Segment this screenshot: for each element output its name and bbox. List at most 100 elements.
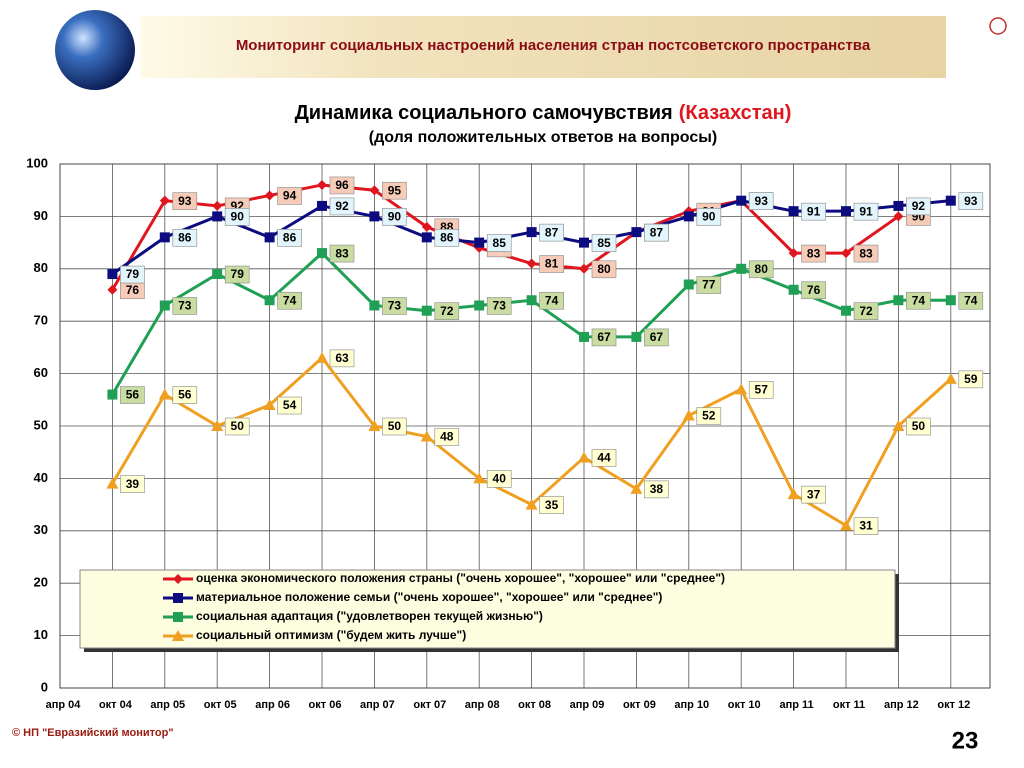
data-label: 74	[283, 293, 297, 307]
data-label: 86	[283, 231, 297, 245]
data-label-box	[906, 417, 931, 436]
data-label: 40	[493, 472, 507, 486]
data-label-box	[801, 281, 826, 300]
marker	[631, 331, 642, 342]
marker	[212, 211, 223, 222]
marker	[788, 206, 799, 217]
marker	[263, 399, 276, 411]
data-label: 74	[545, 293, 559, 307]
marker	[173, 593, 183, 603]
legend	[79, 569, 896, 649]
marker	[893, 211, 904, 222]
page-number: 23	[952, 727, 979, 754]
marker	[526, 227, 537, 238]
x-tick-label: апр 10	[674, 699, 709, 711]
marker	[368, 420, 381, 431]
x-tick-label: окт 06	[309, 699, 342, 711]
data-label-box	[644, 223, 669, 242]
data-label: 92	[912, 199, 926, 213]
data-label-box	[853, 202, 879, 221]
data-label-box	[172, 229, 198, 247]
data-label: 77	[702, 278, 716, 292]
data-label-box	[172, 192, 198, 210]
data-label-box	[434, 302, 460, 321]
marker	[630, 482, 643, 494]
data-label: 54	[283, 398, 297, 412]
data-label: 56	[126, 388, 140, 402]
x-tick-label: апр 09	[570, 699, 605, 711]
marker	[420, 430, 433, 442]
data-label: 59	[964, 372, 978, 386]
marker	[631, 227, 642, 238]
data-label-box	[801, 485, 826, 504]
data-label-box	[486, 297, 512, 315]
data-label: 31	[859, 519, 873, 533]
data-label-box	[382, 208, 407, 226]
data-label-box	[696, 407, 722, 425]
marker	[317, 248, 327, 259]
marker	[212, 269, 223, 280]
data-label-box	[172, 297, 198, 315]
data-label-box	[277, 291, 302, 310]
data-label-box	[644, 480, 669, 499]
data-label: 83	[807, 246, 821, 260]
marker	[106, 477, 119, 489]
marker	[579, 263, 589, 274]
data-label: 83	[335, 246, 349, 260]
marker	[172, 630, 184, 641]
data-label: 73	[178, 299, 192, 313]
data-label-box	[434, 229, 460, 247]
data-label: 85	[493, 236, 507, 250]
y-tick-label: 100	[26, 155, 48, 170]
data-label-box	[539, 255, 564, 273]
data-label: 37	[807, 487, 821, 501]
data-label: 72	[859, 304, 873, 318]
globe	[55, 10, 135, 90]
data-label: 63	[335, 351, 349, 365]
data-label-box	[329, 176, 355, 195]
marker	[421, 221, 432, 232]
data-label: 90	[702, 210, 716, 224]
marker	[107, 269, 118, 280]
data-label-box	[591, 449, 617, 467]
marker	[473, 472, 486, 484]
data-label: 91	[807, 204, 821, 218]
marker	[526, 258, 537, 269]
data-label: 95	[388, 183, 402, 197]
marker	[317, 179, 327, 190]
marker	[107, 389, 118, 400]
data-label: 56	[178, 388, 192, 402]
data-label: 67	[650, 330, 664, 344]
marker	[840, 519, 852, 531]
logo	[989, 17, 1007, 35]
data-label: 93	[964, 194, 978, 208]
data-label: 79	[126, 267, 140, 281]
data-label: 87	[545, 225, 559, 239]
marker	[159, 232, 170, 243]
data-label-box	[539, 496, 564, 514]
marker	[107, 284, 118, 295]
data-label-box	[434, 428, 460, 446]
data-label-box	[591, 260, 617, 279]
y-tick-label: 40	[34, 470, 48, 485]
data-label: 85	[597, 236, 611, 250]
data-label-box	[853, 517, 879, 535]
data-label: 79	[231, 267, 245, 281]
marker	[736, 263, 747, 274]
data-label-box	[539, 223, 564, 242]
marker	[526, 295, 537, 306]
marker	[159, 195, 170, 206]
title-highlight: (Казахстан)	[679, 102, 792, 124]
data-label: 67	[597, 330, 611, 344]
data-label-box	[120, 475, 145, 493]
marker	[316, 351, 328, 363]
marker	[158, 388, 171, 400]
y-tick-label: 90	[34, 208, 48, 223]
x-tick-label: апр 04	[46, 699, 82, 711]
marker	[578, 451, 590, 463]
marker	[264, 295, 275, 306]
data-label: 50	[231, 419, 245, 433]
y-tick-label: 0	[41, 679, 48, 694]
x-tick-label: окт 08	[518, 699, 551, 711]
x-tick-label: окт 04	[99, 699, 133, 711]
